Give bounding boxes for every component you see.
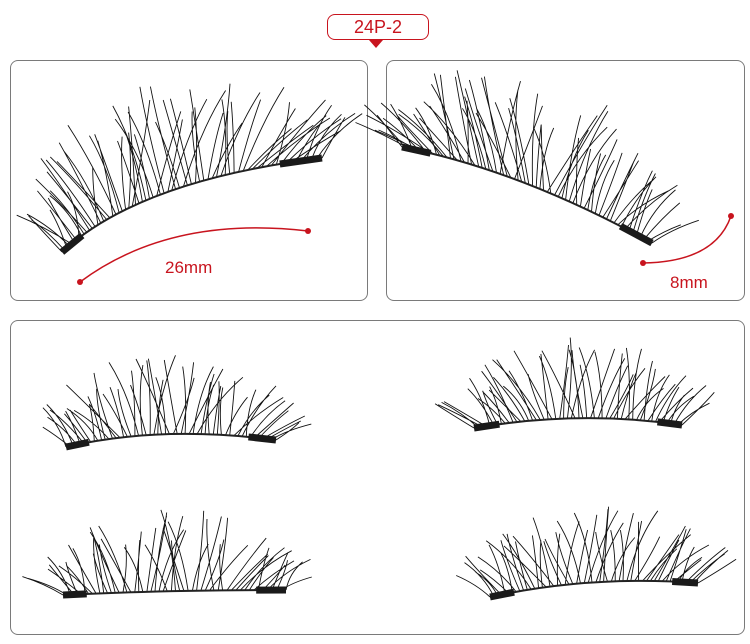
label-pointer-icon [369,40,383,48]
curl-panel [386,60,745,301]
curl-measurement: 8mm [670,273,708,292]
curl-point-start [640,260,646,266]
magnet-strip [279,154,323,168]
length-point-end [305,228,311,234]
curl-point-end [728,213,734,219]
magnet-strip [489,588,515,601]
magnet-strip [671,578,699,587]
length-measurement: 26mm [165,258,213,277]
curl-arc [642,215,732,264]
length-point-start [77,279,83,285]
lash-set-1 [42,355,312,451]
lash-length-view [16,83,363,255]
magnet-strip [657,418,683,429]
magnet-strip [62,590,87,599]
magnet-strip [401,143,432,157]
length-panel [10,60,368,301]
magnet-strip [59,232,85,255]
lash-set-2 [434,337,715,432]
magnet-strip [473,420,500,432]
lash-curl-view [355,70,699,247]
set-panel [10,320,745,635]
lash-set-4 [456,506,737,601]
product-code-label: 24P-2 [327,14,429,40]
magnet-strip [248,433,277,444]
magnet-strip [618,223,654,247]
magnet-strip [65,438,90,451]
lash-set-3 [22,509,312,599]
length-arc [79,227,309,283]
